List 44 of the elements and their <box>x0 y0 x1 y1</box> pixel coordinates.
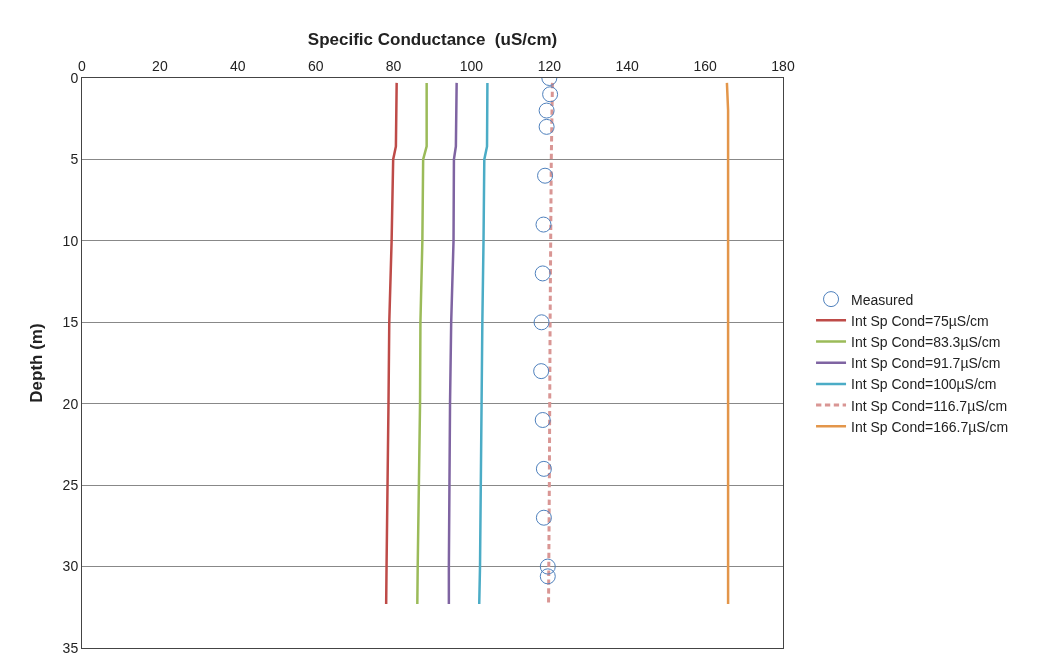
y-tick-label: 30 <box>62 558 79 575</box>
y-tick-label: 20 <box>62 395 79 412</box>
legend-label: Int Sp Cond=83.3µS/cm <box>851 333 1001 350</box>
y-tick-label: 15 <box>62 314 79 331</box>
point <box>539 558 556 575</box>
x-tick-label: 180 <box>771 58 795 75</box>
x-axis-title: Specific Conductance (uS/cm) <box>307 29 558 49</box>
legend-label: Int Sp Cond=91.7µS/cm <box>851 355 1001 372</box>
line-series <box>447 81 458 606</box>
point <box>533 363 550 380</box>
point <box>542 86 559 103</box>
legend-label: Int Sp Cond=116.7µS/cm <box>851 397 1008 414</box>
legend-label: Int Sp Cond=166.7µS/cm <box>851 418 1009 435</box>
y-axis-title: Depth (m) <box>27 323 47 403</box>
point <box>538 102 555 119</box>
line-series <box>477 81 489 606</box>
x-tick-label: 120 <box>537 58 562 75</box>
point <box>535 216 552 233</box>
y-tick-label: 5 <box>70 151 79 168</box>
line-series <box>384 81 398 606</box>
line-series <box>416 81 428 606</box>
y-tick-label: 10 <box>62 232 79 249</box>
legend-label: Measured <box>851 291 914 308</box>
point <box>534 412 551 428</box>
x-tick-label: 80 <box>385 58 402 75</box>
x-tick-label: 140 <box>615 58 640 75</box>
x-tick-label: 160 <box>693 58 717 75</box>
point <box>539 568 556 585</box>
line-series <box>725 81 730 606</box>
x-tick-label: 40 <box>229 58 246 75</box>
x-tick-label: 100 <box>459 58 484 75</box>
legend-label: Int Sp Cond=100µS/cm <box>851 376 997 393</box>
y-tick-label: 35 <box>62 639 79 656</box>
y-tick-label: 25 <box>62 477 79 494</box>
legend-label: Int Sp Cond=75µS/cm <box>851 312 989 329</box>
y-tick-label: 0 <box>70 69 79 86</box>
point <box>537 167 554 184</box>
point <box>538 118 555 135</box>
point <box>534 265 551 282</box>
x-tick-label: 20 <box>152 58 168 75</box>
point <box>535 460 552 477</box>
point <box>533 314 550 331</box>
x-tick-label: 60 <box>307 58 324 75</box>
point <box>535 509 552 526</box>
